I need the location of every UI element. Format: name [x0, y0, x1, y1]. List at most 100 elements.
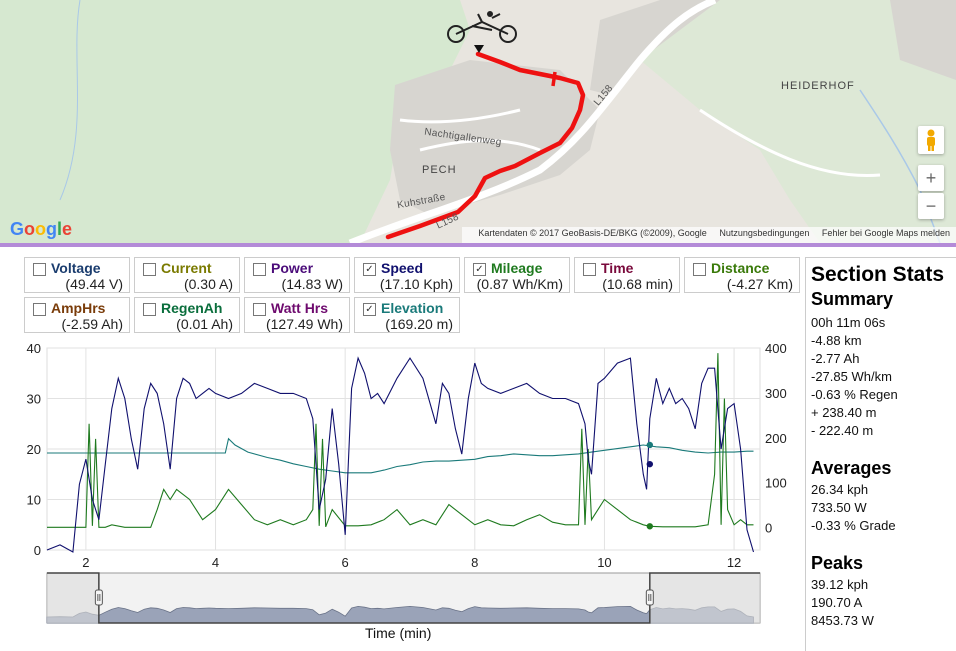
map-view[interactable]: HEIDERHOF PECH Nachtigallenweg Kuhstraße…	[0, 0, 956, 243]
toggle-label: Distance	[711, 260, 770, 276]
toggle-value: (14.83 W)	[281, 276, 343, 292]
peaks-list: 39.12 kph 190.70 A 8453.73 W	[811, 576, 956, 630]
stat-line: - 222.40 m	[811, 423, 874, 438]
toggle-value: (-4.27 Km)	[726, 276, 793, 292]
checkbox-icon[interactable]	[33, 303, 46, 316]
checkbox-icon[interactable]	[143, 263, 156, 276]
street-view-pegman-icon[interactable]	[918, 126, 944, 154]
toggle-watt-hrs[interactable]: Watt Hrs (127.49 Wh)	[244, 297, 350, 333]
map-attribution: Kartendaten © 2017 GeoBasis-DE/BKG (©200…	[462, 227, 956, 243]
stat-line: -0.33 % Grade	[811, 518, 896, 533]
toggle-label: Power	[271, 260, 314, 276]
stat-line: 733.50 W	[811, 500, 867, 515]
stat-line: -27.85 Wh/km	[811, 369, 892, 384]
toggle-regenah[interactable]: RegenAh (0.01 Ah)	[134, 297, 240, 333]
stat-line: 8453.73 W	[811, 613, 874, 628]
checkbox-icon[interactable]: ✓	[473, 263, 486, 276]
toggle-label: Voltage	[51, 260, 101, 276]
summary-list: 00h 11m 06s -4.88 km -2.77 Ah -27.85 Wh/km -…	[811, 314, 956, 440]
x-tick-label: 2	[82, 555, 89, 570]
toggle-label: Mileage	[491, 260, 543, 276]
checkbox-icon[interactable]	[253, 303, 266, 316]
elevation-series-line	[47, 437, 754, 474]
checkbox-icon[interactable]	[33, 263, 46, 276]
summary-heading: Summary	[811, 289, 894, 309]
x-tick-label: 10	[597, 555, 611, 570]
toggle-label: Watt Hrs	[271, 300, 329, 316]
navigator-mask-left	[47, 573, 99, 623]
y-right-tick-label: 400	[765, 341, 787, 356]
averages-list: 26.34 kph 733.50 W -0.33 % Grade	[811, 481, 956, 535]
toggle-power[interactable]: Power (14.83 W)	[244, 257, 350, 293]
hover-marker-mileage	[646, 523, 654, 530]
toggle-elevation[interactable]: ✓ Elevation (169.20 m)	[354, 297, 460, 333]
toggle-label: Elevation	[381, 300, 444, 316]
stat-line: -2.77 Ah	[811, 351, 860, 366]
checkbox-icon[interactable]	[143, 303, 156, 316]
stat-line: 00h 11m 06s	[811, 315, 886, 330]
checkbox-icon[interactable]	[693, 263, 706, 276]
toggle-label: Current	[161, 260, 212, 276]
toggle-speed[interactable]: ✓ Speed (17.10 Kph)	[354, 257, 460, 293]
terms-link[interactable]: Nutzungsbedingungen	[719, 228, 810, 238]
stat-line: 190.70 A	[811, 595, 863, 610]
toggle-current[interactable]: Current (0.30 A)	[134, 257, 240, 293]
place-pech: PECH	[422, 164, 457, 176]
averages-heading: Averages	[811, 458, 892, 478]
toggle-value: (127.49 Wh)	[265, 316, 343, 332]
navigator-handle-left[interactable]	[94, 589, 103, 606]
section-stats-panel: Section Stats Summary 00h 11m 06s -4.88 k…	[805, 257, 956, 651]
speed-series-line	[46, 356, 755, 553]
checkbox-icon[interactable]: ✓	[363, 263, 376, 276]
toggle-mileage[interactable]: ✓ Mileage (0.87 Wh/Km)	[464, 257, 570, 293]
toggle-value: (0.30 A)	[183, 276, 233, 292]
y-right-tick-label: 100	[765, 476, 787, 491]
zoom-in-button[interactable]: +	[918, 165, 944, 191]
place-heiderhof: HEIDERHOF	[781, 80, 855, 92]
y-left-tick-label: 20	[27, 442, 41, 457]
stat-line: -4.88 km	[811, 333, 862, 348]
x-tick-label: 6	[342, 555, 349, 570]
toggle-value: (-2.59 Ah)	[61, 316, 123, 332]
x-axis-title: Time (min)	[365, 625, 432, 641]
toggle-label: Speed	[381, 260, 424, 276]
toggle-time[interactable]: Time (10.68 min)	[574, 257, 680, 293]
zoom-out-button[interactable]: −	[918, 193, 944, 219]
section-divider	[0, 243, 956, 247]
y-right-tick-label: 200	[765, 431, 787, 446]
hover-marker-elevation	[646, 441, 654, 449]
navigator-outline	[47, 572, 760, 624]
navigator-handle-right[interactable]	[645, 589, 654, 606]
report-error-link[interactable]: Fehler bei Google Maps melden	[821, 228, 950, 238]
toggle-value: (10.68 min)	[602, 276, 673, 292]
y-left-tick-label: 40	[27, 341, 41, 356]
stat-line: + 238.40 m	[811, 405, 877, 420]
checkbox-icon[interactable]: ✓	[363, 303, 376, 316]
toggle-label: AmpHrs	[51, 300, 106, 316]
y-left-tick-label: 0	[34, 543, 41, 558]
route-overlay	[385, 45, 586, 240]
checkbox-icon[interactable]	[253, 263, 266, 276]
checkbox-icon[interactable]	[583, 263, 596, 276]
pegman-icon	[927, 129, 935, 151]
bike-rider-icon	[447, 11, 517, 43]
stats-title: Section Stats	[811, 263, 945, 286]
peaks-heading: Peaks	[811, 553, 864, 573]
attribution-text: Kartendaten © 2017 GeoBasis-DE/BKG (©200…	[478, 228, 707, 238]
map-canvas[interactable]	[0, 0, 956, 243]
mileage-series-line	[47, 353, 754, 528]
y-left-tick-label: 10	[27, 493, 41, 508]
toggle-amphrs[interactable]: AmpHrs (-2.59 Ah)	[24, 297, 130, 333]
toggle-voltage[interactable]: Voltage (49.44 V)	[24, 257, 130, 293]
toggle-label: RegenAh	[161, 300, 223, 316]
toggle-distance[interactable]: Distance (-4.27 Km)	[684, 257, 800, 293]
x-tick-label: 4	[212, 555, 219, 570]
y-right-tick-label: 0	[765, 521, 772, 536]
google-logo: Google	[10, 219, 73, 239]
toggle-value: (169.20 m)	[385, 316, 453, 332]
y-right-tick-label: 300	[765, 386, 787, 401]
stat-line: -0.63 % Regen	[811, 387, 898, 402]
toggle-value: (17.10 Kph)	[379, 276, 453, 292]
toggle-value: (0.01 Ah)	[176, 316, 233, 332]
